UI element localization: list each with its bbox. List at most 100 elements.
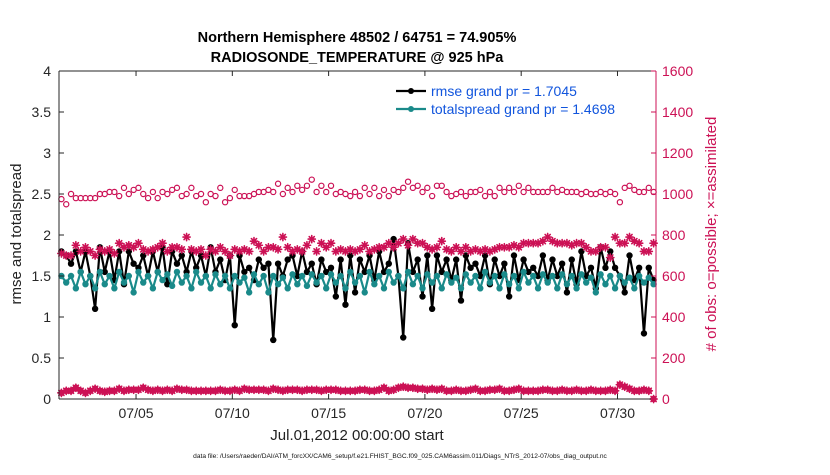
series-point-1 <box>602 281 609 288</box>
obs-point-5-stroke <box>206 386 216 396</box>
series-point-0 <box>400 334 407 341</box>
obs-point-3 <box>129 242 139 252</box>
obs-point-5-stroke <box>331 385 341 395</box>
series-point-0 <box>635 264 643 271</box>
obs-point-3 <box>418 238 427 248</box>
y-left-tick-label: 1 <box>43 309 51 325</box>
obs-point-5 <box>57 388 66 398</box>
obs-point-2 <box>515 182 522 189</box>
obs-point-5-stroke <box>90 384 100 394</box>
obs-point-3-stroke <box>422 242 432 252</box>
series-5 <box>57 380 658 404</box>
obs-point-5 <box>114 384 124 394</box>
obs-point-5-stroke <box>629 386 639 396</box>
obs-point-5-stroke <box>490 385 500 395</box>
obs-point-3-stroke <box>105 244 114 254</box>
y-right-tick-label: 1600 <box>662 63 693 79</box>
obs-point-5-stroke <box>360 385 370 395</box>
obs-point-3 <box>264 242 273 252</box>
series-point-1 <box>626 274 633 281</box>
obs-point-5-stroke <box>312 385 321 395</box>
obs-point-5-stroke <box>432 385 442 395</box>
obs-point-3-stroke <box>456 247 466 256</box>
obs-point-2 <box>164 190 171 198</box>
series-point-1 <box>270 272 277 280</box>
series-point-0 <box>245 264 253 271</box>
obs-point-5 <box>273 385 283 395</box>
obs-point-5-stroke <box>81 388 90 398</box>
series-point-0 <box>318 256 325 263</box>
series-point-1 <box>284 285 291 292</box>
obs-point-3 <box>312 247 321 256</box>
obs-point-3 <box>66 251 76 260</box>
obs-point-5-stroke <box>302 385 312 395</box>
series-point-1 <box>375 272 383 280</box>
obs-point-3 <box>336 244 346 254</box>
plot-area <box>59 71 656 399</box>
obs-point-5-stroke <box>610 386 620 396</box>
obs-point-5 <box>182 385 191 395</box>
obs-point-3-stroke <box>158 238 167 248</box>
series-point-0 <box>173 260 181 267</box>
obs-point-3 <box>134 238 143 248</box>
obs-point-5 <box>105 386 114 396</box>
series-point-1 <box>635 272 643 280</box>
obs-point-3 <box>292 244 302 254</box>
obs-point-3 <box>191 247 201 256</box>
obs-point-3-stroke <box>350 247 360 256</box>
obs-point-3 <box>524 238 533 248</box>
obs-point-5 <box>259 385 269 395</box>
legend-label: totalspread grand pr = 1.4698 <box>431 101 615 117</box>
series-point-1 <box>607 272 614 280</box>
obs-point-5 <box>119 386 129 396</box>
obs-point-3 <box>201 251 211 260</box>
obs-point-3 <box>475 247 485 256</box>
series-point-1 <box>111 285 118 292</box>
series-point-1 <box>534 285 542 292</box>
series-point-1 <box>91 285 99 292</box>
obs-point-3 <box>114 238 124 248</box>
obs-point-5 <box>509 385 519 395</box>
obs-point-3-stroke <box>389 242 399 252</box>
obs-point-5-stroke <box>355 385 365 395</box>
obs-point-2 <box>284 184 291 192</box>
series-point-0 <box>428 305 436 312</box>
obs-point-5-stroke <box>336 386 346 396</box>
obs-point-5-stroke <box>85 386 95 396</box>
obs-point-3 <box>235 247 244 256</box>
obs-point-5 <box>596 386 606 396</box>
obs-point-5-stroke <box>639 385 649 395</box>
obs-point-5-stroke <box>143 385 153 395</box>
obs-point-5 <box>610 386 620 396</box>
series-point-1 <box>323 285 330 292</box>
series-point-0 <box>472 260 479 267</box>
obs-point-5 <box>629 386 639 396</box>
obs-point-5-stroke <box>239 384 249 394</box>
obs-point-5-stroke <box>437 384 447 394</box>
obs-point-5 <box>341 386 350 396</box>
obs-point-5-stroke <box>552 386 562 396</box>
obs-point-3-stroke <box>418 238 427 248</box>
obs-point-3 <box>148 244 158 254</box>
series-point-0 <box>260 264 267 271</box>
obs-point-3 <box>119 242 129 252</box>
obs-point-3 <box>143 247 153 256</box>
obs-point-5-stroke <box>191 386 201 396</box>
series-point-0 <box>67 260 75 267</box>
obs-point-3-stroke <box>201 251 211 260</box>
series-point-1 <box>82 281 89 288</box>
obs-point-5-stroke <box>278 386 288 396</box>
obs-point-3 <box>437 236 447 246</box>
series-3 <box>57 232 658 262</box>
obs-point-3 <box>215 242 225 252</box>
series-point-1 <box>106 272 113 280</box>
obs-point-5-stroke <box>321 385 331 395</box>
obs-point-2 <box>544 188 551 196</box>
obs-point-5 <box>538 385 548 395</box>
obs-point-5 <box>422 385 432 395</box>
series-point-1 <box>351 279 359 286</box>
obs-point-5-stroke <box>398 382 408 392</box>
series-point-0 <box>308 260 315 267</box>
obs-point-5 <box>562 386 572 396</box>
obs-point-3-stroke <box>239 244 249 254</box>
